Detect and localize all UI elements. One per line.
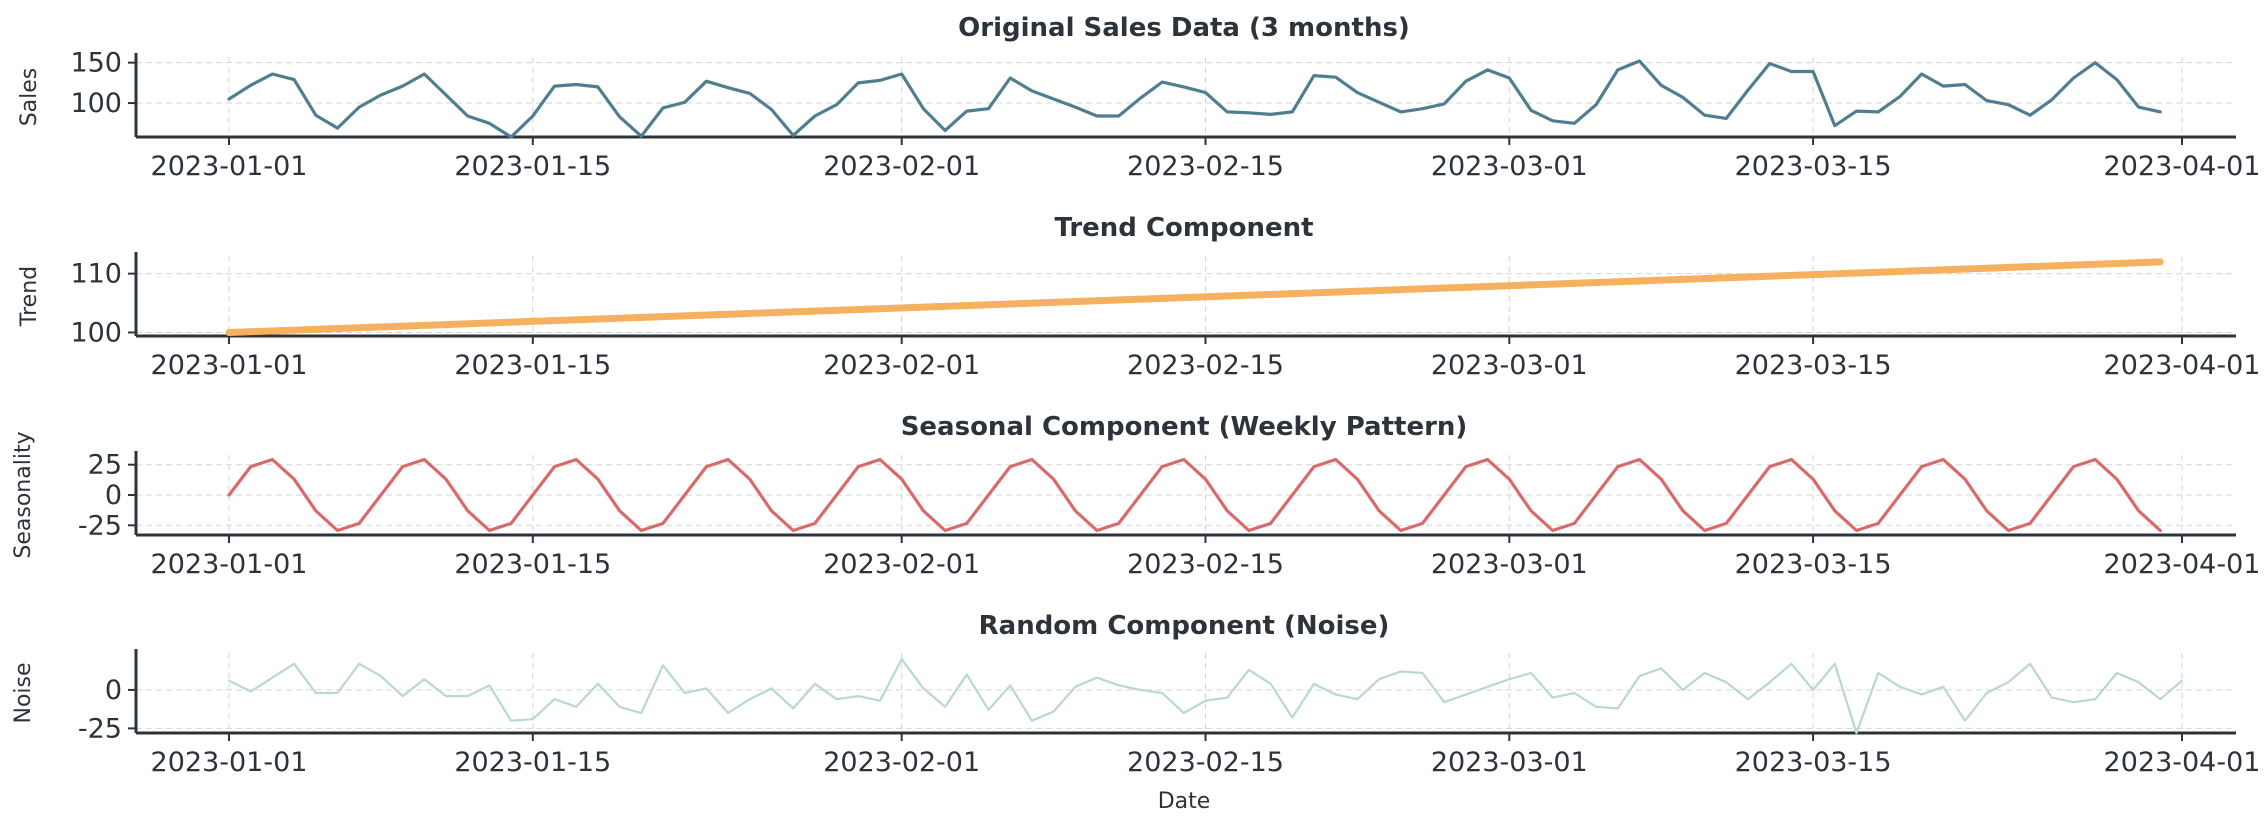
y-tick-label: -25 <box>78 713 122 744</box>
y-axis-label: Trend <box>17 266 42 327</box>
y-axis-label: Seasonality <box>11 431 36 558</box>
x-tick-label: 2023-04-01 <box>2104 350 2261 381</box>
y-tick-label: 0 <box>105 675 122 706</box>
chart-title: Original Sales Data (3 months) <box>958 13 1410 43</box>
subplot-4: 2023-01-01 2023-01-15 2023-02-01 2023-02-15… <box>11 611 2260 778</box>
y-tick-label: 0 <box>105 480 122 511</box>
x-axis-label: Date <box>1158 789 1211 814</box>
x-tick-label: 2023-02-15 <box>1127 747 1284 778</box>
x-tick-label: 2023-03-15 <box>1735 151 1892 182</box>
x-tick-label: 2023-02-01 <box>823 747 980 778</box>
y-axis-label: Sales <box>17 68 42 127</box>
series-line <box>227 59 2162 139</box>
y-tick-label: 100 <box>70 88 122 119</box>
x-tick-label: 2023-03-01 <box>1431 151 1588 182</box>
x-tick-label: 2023-02-01 <box>823 549 980 580</box>
x-tick-label: 2023-01-15 <box>454 747 611 778</box>
x-tick-label: 2023-01-01 <box>151 747 308 778</box>
x-tick-label: 2023-04-01 <box>2104 747 2261 778</box>
y-tick-label: 150 <box>70 48 122 79</box>
x-tick-label: 2023-01-15 <box>454 151 611 182</box>
y-tick-label: 100 <box>70 317 122 348</box>
x-tick-label: 2023-03-01 <box>1431 747 1588 778</box>
x-tick-label: 2023-02-15 <box>1127 151 1284 182</box>
x-tick-label: 2023-02-15 <box>1127 350 1284 381</box>
x-tick-label: 2023-01-01 <box>151 350 308 381</box>
x-tick-label: 2023-03-15 <box>1735 549 1892 580</box>
x-tick-label: 2023-01-15 <box>454 549 611 580</box>
y-tick-label: -25 <box>78 510 122 541</box>
subplot-1: 2023-01-01 2023-01-15 2023-02-01 2023-02-15… <box>17 13 2260 182</box>
x-tick-label: 2023-02-01 <box>823 151 980 182</box>
chart-title: Random Component (Noise) <box>979 611 1390 641</box>
series-line <box>227 457 2162 533</box>
x-tick-label: 2023-01-15 <box>454 350 611 381</box>
series-line <box>225 258 2164 336</box>
x-tick-label: 2023-03-01 <box>1431 549 1588 580</box>
chart-title: Seasonal Component (Weekly Pattern) <box>901 412 1468 442</box>
x-tick-label: 2023-01-01 <box>151 151 308 182</box>
x-tick-label: 2023-03-15 <box>1735 350 1892 381</box>
x-tick-label: 2023-04-01 <box>2104 549 2261 580</box>
y-tick-label: 25 <box>88 450 122 481</box>
subplot-2: 2023-01-01 2023-01-15 2023-02-01 2023-02-15… <box>17 213 2260 381</box>
x-tick-label: 2023-02-01 <box>823 350 980 381</box>
y-axis-label: Noise <box>11 662 36 723</box>
x-tick-label: 2023-03-15 <box>1735 747 1892 778</box>
series-line <box>227 658 2184 735</box>
subplot-3: 2023-01-01 2023-01-15 2023-02-01 2023-02-15… <box>11 412 2260 580</box>
x-tick-label: 2023-01-01 <box>151 549 308 580</box>
x-tick-label: 2023-02-15 <box>1127 549 1284 580</box>
x-tick-label: 2023-04-01 <box>2104 151 2261 182</box>
chart-title: Trend Component <box>1054 213 1313 243</box>
x-tick-label: 2023-03-01 <box>1431 350 1588 381</box>
y-tick-label: 110 <box>70 259 122 290</box>
